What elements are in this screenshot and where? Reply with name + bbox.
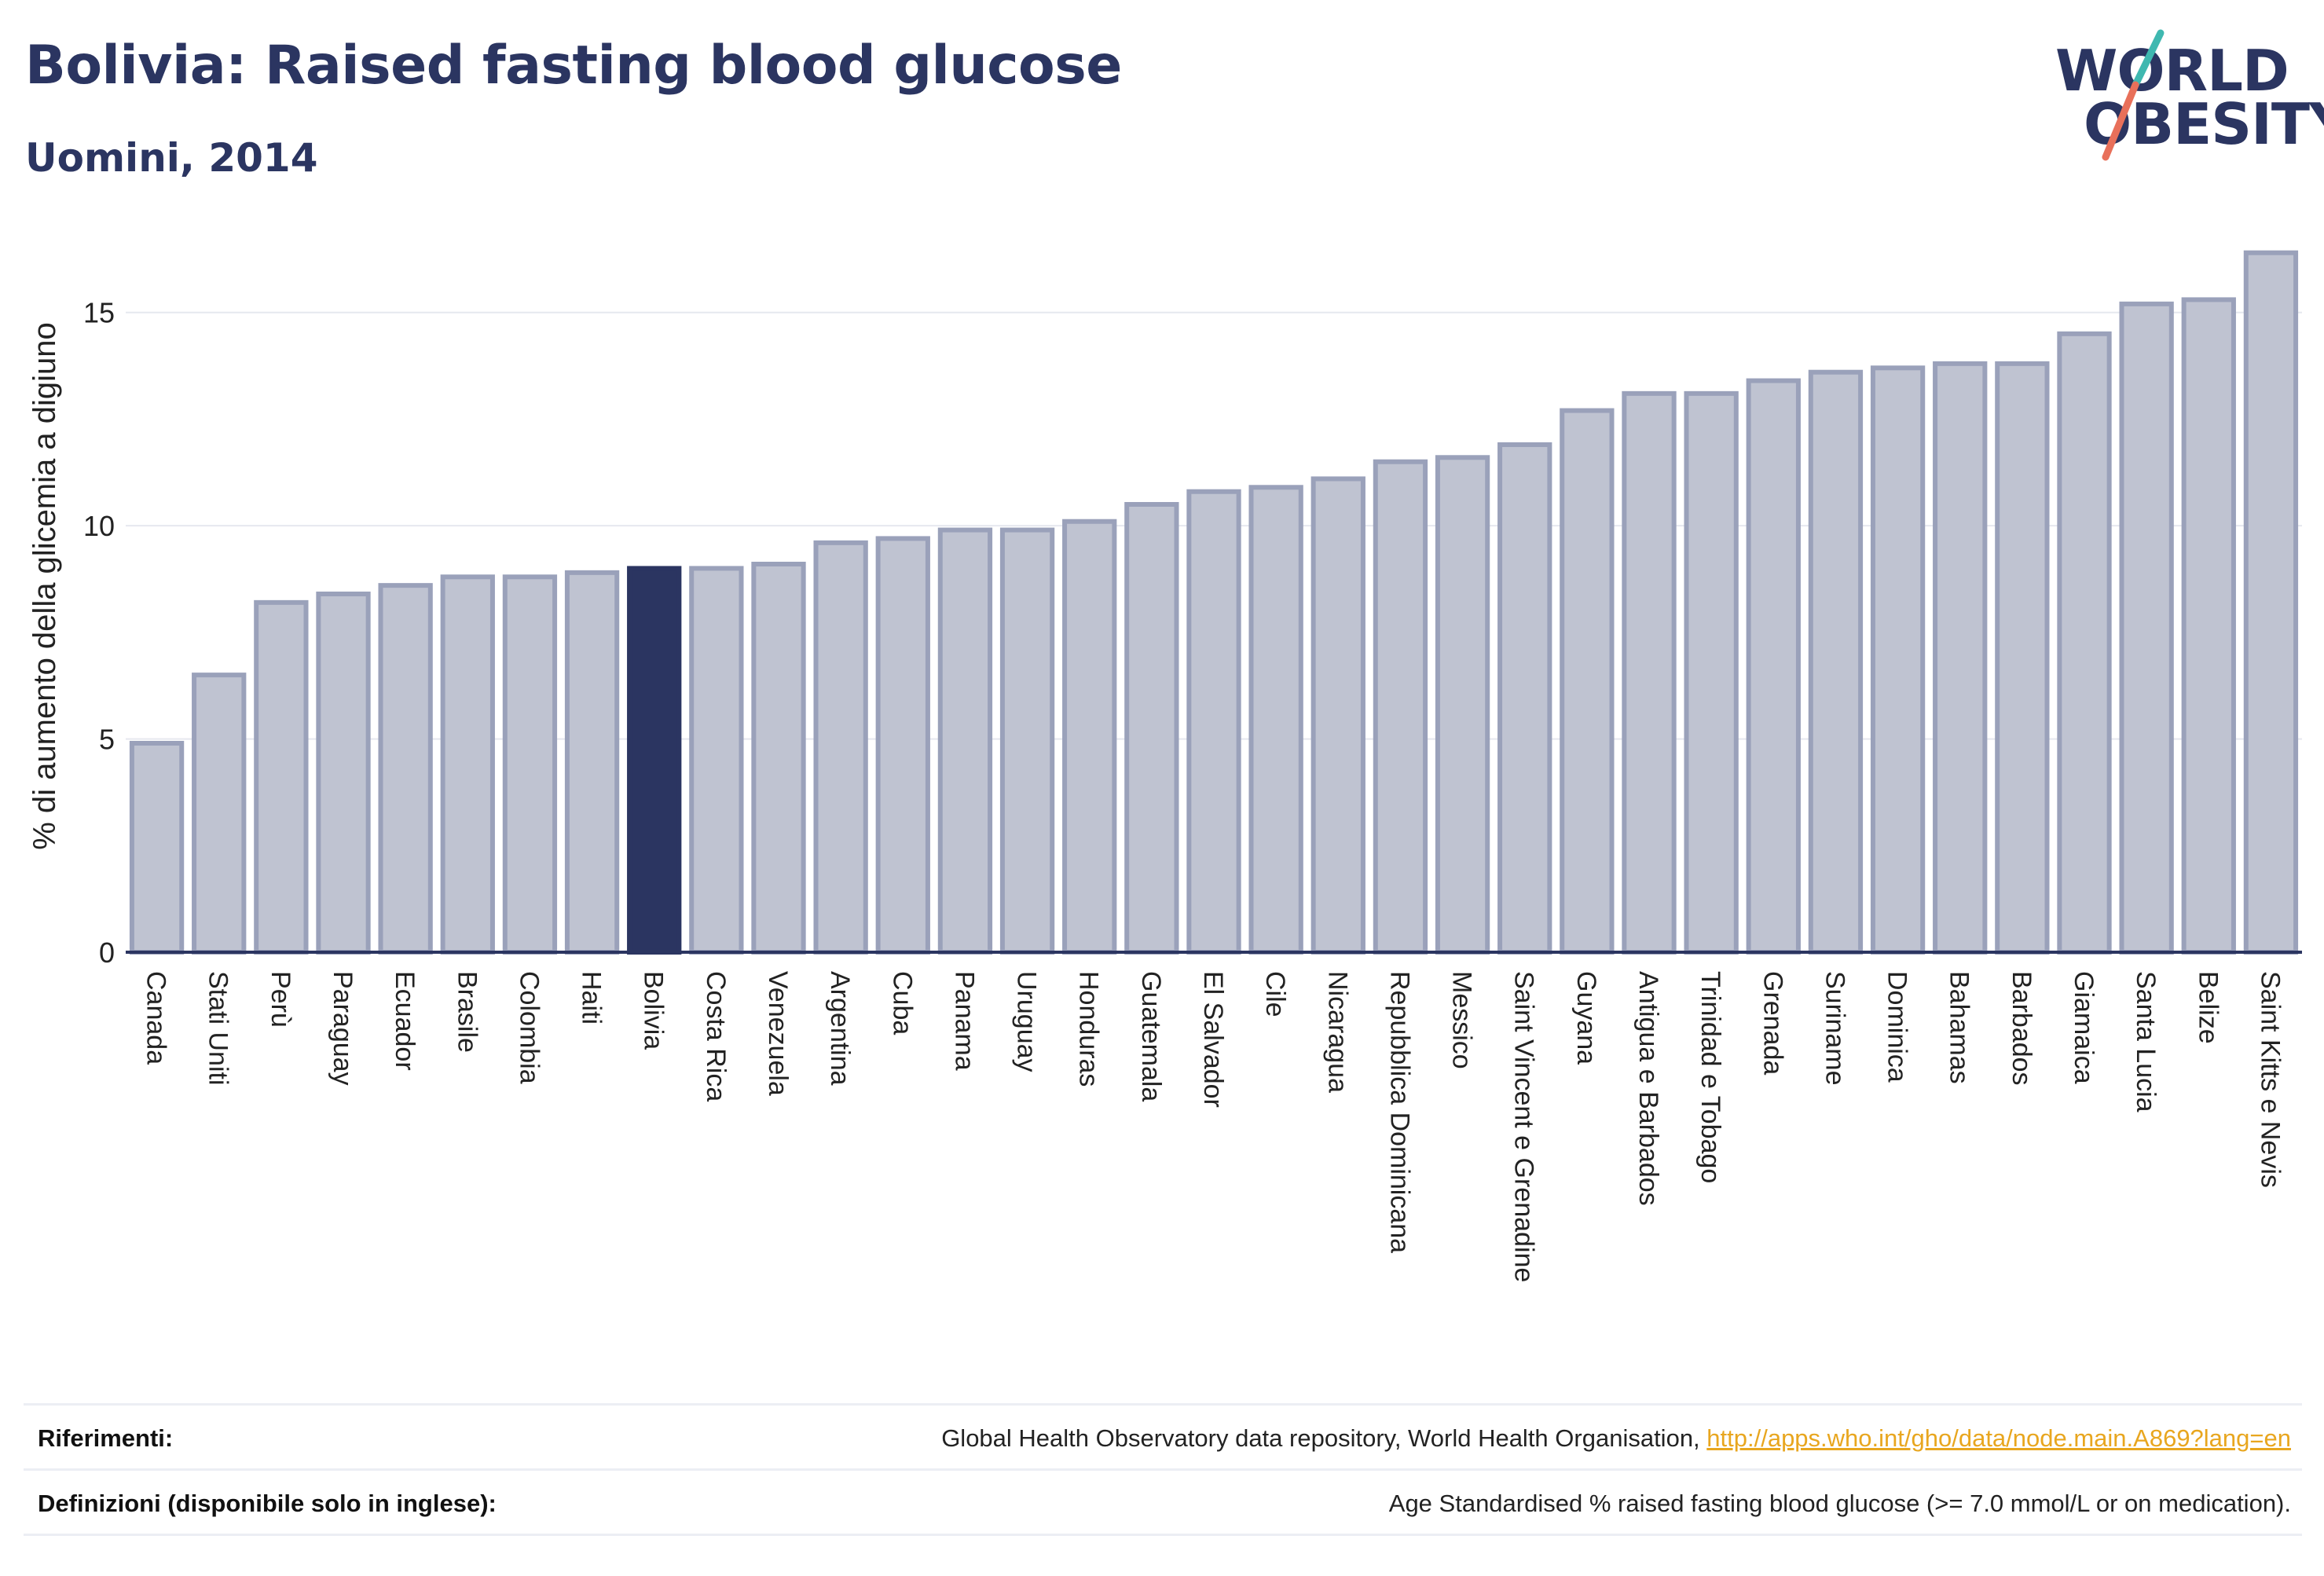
x-tick-label: Santa Lucia — [2131, 971, 2161, 1112]
bar-bahamas — [1933, 361, 1988, 955]
x-tick-label: Repubblica Dominicana — [1384, 971, 1414, 1253]
y-tick-label: 10 — [83, 510, 115, 542]
x-tick-label: Honduras — [1074, 971, 1104, 1087]
bar-antigua-e-barbados — [1622, 390, 1677, 955]
x-tick-label: Giamaica — [2069, 971, 2099, 1084]
bar-costa-rica — [689, 566, 744, 955]
bar-venezuela — [751, 562, 806, 955]
x-tick-label: Canada — [141, 971, 171, 1065]
bar-messico — [1435, 455, 1490, 955]
bar-panama — [937, 527, 993, 955]
y-tick-label: 5 — [99, 724, 115, 756]
x-tick-label: Antigua e Barbados — [1633, 971, 1663, 1206]
x-tick-label: Argentina — [825, 971, 855, 1086]
definitions-row: Definizioni (disponibile solo in inglese… — [24, 1468, 2302, 1536]
x-tick-label: Cile — [1260, 971, 1290, 1017]
bar-trinidad-e-tobago — [1684, 390, 1739, 955]
x-tick-label: Nicaragua — [1322, 971, 1352, 1093]
x-tick-label: Messico — [1447, 971, 1477, 1069]
bar-brasile — [440, 574, 495, 955]
bar-argentina — [813, 540, 868, 955]
y-tick-label: 15 — [83, 297, 115, 329]
references-value: Global Health Observatory data repositor… — [941, 1424, 2291, 1453]
x-tick-label: Brasile — [452, 971, 482, 1053]
x-tick-label: Guatemala — [1136, 971, 1166, 1101]
bar-saint-kitts-e-nevis — [2243, 250, 2299, 955]
chart-subtitle: Uomini, 2014 — [25, 135, 318, 181]
x-tick-label: Saint Kitts e Nevis — [2255, 971, 2285, 1188]
x-tick-label: Suriname — [1820, 971, 1849, 1086]
x-tick-label: Uruguay — [1012, 971, 1042, 1072]
bar-belize — [2181, 297, 2236, 955]
x-tick-label: Venezuela — [763, 971, 793, 1096]
x-tick-label: Cuba — [887, 971, 917, 1035]
bar-suriname — [1808, 369, 1864, 955]
bar-colombia — [502, 574, 558, 955]
x-tick-label: Paraguay — [328, 971, 357, 1086]
references-row: Riferimenti: Global Health Observatory d… — [24, 1403, 2302, 1468]
x-tick-label: Bolivia — [639, 971, 669, 1050]
logo-word-obesity: OBESITY — [2084, 91, 2324, 157]
x-tick-label: Trinidad e Tobago — [1695, 971, 1725, 1183]
bar-repubblica-dominicana — [1373, 459, 1428, 955]
bar-uruguay — [999, 527, 1055, 955]
bar-stati-uniti — [192, 673, 247, 955]
bar-haiti — [564, 570, 620, 955]
bar-bolivia — [627, 566, 682, 955]
definitions-label: Definizioni (disponibile solo in inglese… — [38, 1490, 497, 1517]
bar-santa-lucia — [2119, 301, 2174, 955]
footer-table: Riferimenti: Global Health Observatory d… — [24, 1403, 2302, 1536]
definitions-value: Age Standardised % raised fasting blood … — [1388, 1490, 2291, 1517]
bar-grenada — [1746, 378, 1801, 955]
bar-ecuador — [378, 583, 433, 955]
x-tick-label: Haiti — [577, 971, 607, 1024]
bar-giamaica — [2057, 331, 2112, 955]
bar-honduras — [1062, 519, 1117, 955]
references-link[interactable]: http://apps.who.int/gho/data/node.main.A… — [1706, 1424, 2291, 1452]
bar-paraguay — [316, 592, 371, 955]
bar-saint-vincent-e-grenadine — [1497, 442, 1552, 955]
world-obesity-logo: WORLD OBESITY — [2043, 24, 2324, 173]
x-tick-label: Panama — [949, 971, 979, 1071]
bar-dominica — [1870, 365, 1926, 955]
bar-guyana — [1560, 408, 1615, 955]
x-tick-label: Ecuador — [390, 971, 420, 1071]
x-tick-label: Dominica — [1882, 971, 1912, 1083]
bar-cuba — [875, 536, 930, 955]
bar-nicaragua — [1310, 476, 1365, 955]
x-tick-label: Colombia — [514, 971, 544, 1084]
x-tick-label: Bahamas — [1945, 971, 1974, 1084]
y-tick-label: 0 — [99, 936, 115, 969]
x-tick-label: Grenada — [1758, 971, 1787, 1075]
x-tick-label: El Salvador — [1198, 971, 1228, 1108]
bar-guatemala — [1124, 502, 1179, 955]
x-tick-label: Guyana — [1571, 971, 1601, 1065]
chart-title: Bolivia: Raised fasting blood glucose — [25, 35, 1122, 97]
bar-canada — [129, 741, 185, 955]
bar-chart: 0 5 10 15 % di aumento della glicemia a digi… — [27, 250, 2302, 1282]
x-tick-label: Perù — [266, 971, 295, 1028]
x-tick-label: Stati Uniti — [203, 971, 233, 1086]
bar-el-salvador — [1186, 489, 1241, 955]
y-axis-label: % di aumento della glicemia a digiuno — [27, 322, 62, 850]
bar-per- — [254, 599, 309, 955]
x-tick-label: Costa Rica — [701, 971, 731, 1101]
bar-barbados — [1995, 361, 2050, 955]
x-tick-label: Belize — [2193, 971, 2223, 1044]
bar-cile — [1248, 485, 1303, 955]
x-tick-label: Saint Vincent e Grenadine — [1509, 971, 1539, 1282]
x-tick-label: Barbados — [2007, 971, 2036, 1086]
logo-slash-icon — [2102, 29, 2165, 161]
references-label: Riferimenti: — [38, 1424, 174, 1452]
references-text: Global Health Observatory data repositor… — [941, 1424, 1707, 1452]
logo-word-world: WORLD — [2055, 38, 2289, 104]
